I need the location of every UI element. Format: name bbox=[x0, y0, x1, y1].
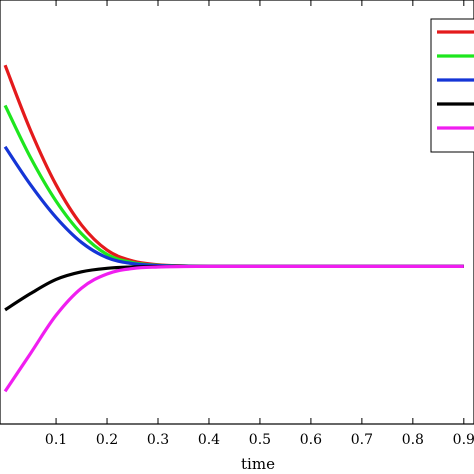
plot-frame bbox=[0, 0, 474, 425]
legend-box bbox=[430, 18, 474, 153]
x-tick-label: 0.1 bbox=[45, 432, 67, 448]
x-axis-label: time bbox=[241, 455, 275, 473]
series-line-5 bbox=[3, 264, 464, 393]
series-layer bbox=[3, 64, 464, 393]
x-axis-ticks: 0.1 0.2 0.3 0.4 0.5 0.6 0.7 0.8 0.9 bbox=[45, 0, 474, 448]
x-tick-label: 0.6 bbox=[300, 432, 322, 448]
plot-area: 0.1 0.2 0.3 0.4 0.5 0.6 0.7 0.8 0.9 bbox=[0, 0, 474, 448]
legend-entries bbox=[437, 30, 474, 130]
x-tick-label: 0.7 bbox=[351, 432, 373, 448]
x-tick-label: 0.2 bbox=[96, 432, 118, 448]
x-tick-label: 0.9 bbox=[453, 432, 474, 448]
x-tick-label: 0.8 bbox=[402, 432, 424, 448]
x-tick-label: 0.4 bbox=[198, 432, 220, 448]
legend bbox=[430, 18, 474, 153]
x-tick-label: 0.5 bbox=[249, 432, 271, 448]
x-tick-label: 0.3 bbox=[147, 432, 169, 448]
